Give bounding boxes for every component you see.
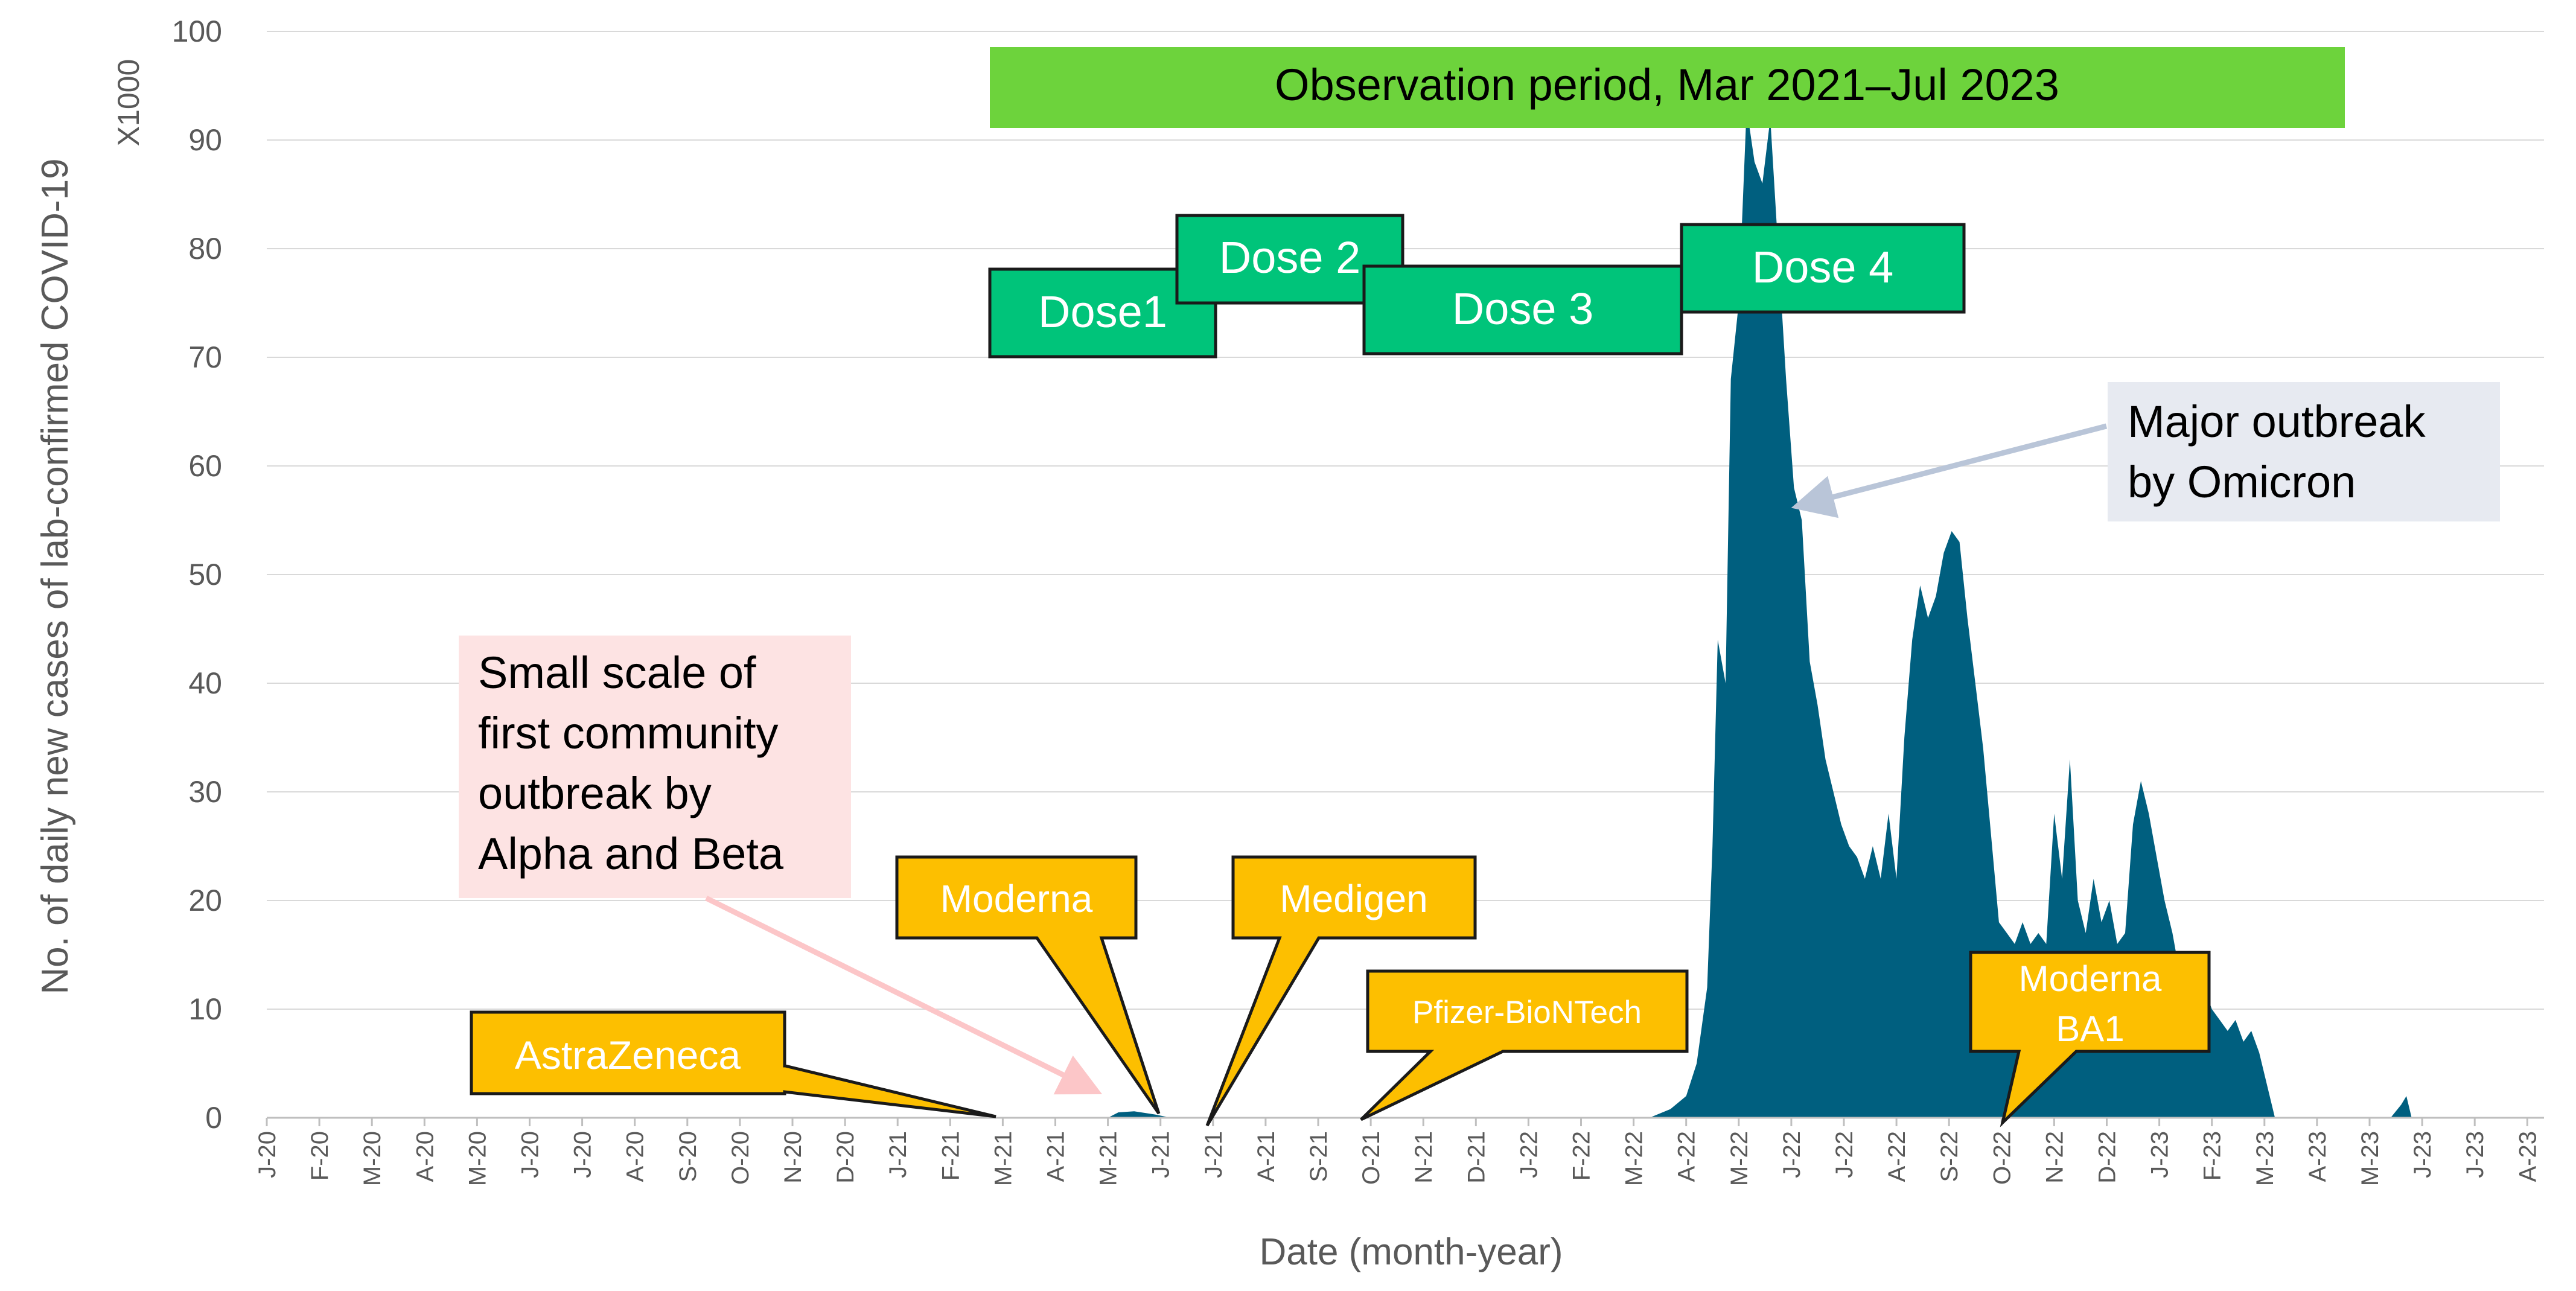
y-tick-label: 70	[188, 340, 222, 374]
moderna-ba1-line-2: BA1	[2056, 1009, 2124, 1049]
observation-label: Observation period, Mar 2021–Jul 2023	[1275, 60, 2059, 110]
dose-2-label: Dose 2	[1219, 232, 1360, 282]
alpha-line-4: Alpha and Beta	[478, 829, 784, 879]
y-tick-label: 100	[172, 14, 222, 48]
x-tick-label: J-21	[1200, 1131, 1227, 1178]
y-tick-label: 90	[188, 123, 222, 157]
moderna-ba1-line-1: Moderna	[2019, 958, 2162, 999]
alpha-line-1: Small scale of	[478, 648, 756, 698]
x-tick-label: S-20	[675, 1131, 701, 1182]
y-unit-label: X1000	[112, 59, 145, 147]
dose-4-label: Dose 4	[1752, 242, 1893, 292]
x-tick-label: A-21	[1253, 1131, 1280, 1182]
x-tick-label: N-20	[780, 1131, 806, 1184]
x-tick-label: A-20	[412, 1131, 438, 1182]
y-tick-label: 40	[188, 666, 222, 700]
dose-4-box: Dose 4	[1680, 223, 1966, 314]
x-tick-label: O-21	[1358, 1131, 1385, 1185]
x-tick-label: J-21	[1148, 1131, 1175, 1178]
x-tick-label: J-23	[2409, 1131, 2436, 1178]
dose-3-label: Dose 3	[1452, 284, 1593, 334]
x-tick-label: J-20	[254, 1131, 281, 1178]
cases-area	[267, 107, 2528, 1118]
moderna-ba1-callout: Moderna BA1	[1969, 951, 2211, 1127]
y-tick-label: 10	[188, 992, 222, 1026]
astrazeneca-callout: AstraZeneca	[470, 1010, 996, 1118]
x-tick-label: A-21	[1043, 1131, 1070, 1182]
y-tick-label: 60	[188, 449, 222, 483]
x-tick-label: M-21	[990, 1131, 1016, 1186]
y-tick-label: 0	[205, 1101, 222, 1135]
omicron-line-1: Major outbreak	[2128, 397, 2426, 447]
x-tick-label: D-20	[832, 1131, 859, 1184]
x-tick-label: A-20	[622, 1131, 649, 1182]
x-tick-label: S-22	[1936, 1131, 1963, 1182]
observation-period-box: Observation period, Mar 2021–Jul 2023	[990, 47, 2345, 128]
x-tick-label: J-21	[885, 1131, 911, 1178]
y-tick-label: 50	[188, 558, 222, 591]
x-tick-label: J-23	[2462, 1131, 2488, 1178]
alpha-beta-callout: Small scale of first community outbreak …	[459, 636, 1103, 1095]
moderna-label: Moderna	[940, 877, 1093, 920]
omicron-arrow	[1791, 423, 2108, 518]
x-tick-label: F-22	[1569, 1131, 1595, 1181]
alpha-line-2: first community	[478, 708, 779, 758]
x-tick-label: M-20	[359, 1131, 386, 1186]
x-tick-label: A-23	[2304, 1131, 2331, 1182]
x-tick-label: M-22	[1726, 1131, 1753, 1186]
y-tick-label: 20	[188, 884, 222, 917]
y-axis-title: No. of daily new cases of lab-confirmed …	[34, 158, 76, 994]
dose-1-label: Dose1	[1038, 287, 1167, 337]
x-axis-ticks: J-20 F-20 M-20 A-20 M-20 J-20 J-20 A-20 S-20 O-20…	[254, 1118, 2541, 1186]
x-tick-label: J-20	[570, 1131, 596, 1178]
dose-3-box: Dose 3	[1362, 264, 1683, 355]
x-tick-label: J-23	[2147, 1131, 2173, 1178]
x-tick-label: J-22	[1516, 1131, 1542, 1178]
x-tick-label: S-21	[1306, 1131, 1332, 1182]
x-tick-label: J-22	[1779, 1131, 1805, 1178]
pfizer-label: Pfizer-BioNTech	[1412, 995, 1642, 1030]
pfizer-callout: Pfizer-BioNTech	[1360, 969, 1689, 1121]
x-tick-label: M-22	[1621, 1131, 1648, 1186]
x-tick-label: D-22	[2094, 1131, 2121, 1184]
y-tick-label: 80	[188, 232, 222, 266]
y-tick-label: 30	[188, 775, 222, 809]
x-tick-label: A-23	[2514, 1131, 2541, 1182]
x-tick-label: M-23	[2252, 1131, 2278, 1186]
medigen-callout: Medigen	[1205, 855, 1477, 1127]
alpha-line-3: outbreak by	[478, 768, 712, 818]
x-tick-label: O-22	[1989, 1131, 2015, 1185]
y-axis-ticks: 0 10 20 30 40 50 60 70 80 90 100	[172, 14, 222, 1135]
moderna-callout: Moderna	[895, 855, 1161, 1115]
x-tick-label: N-21	[1411, 1131, 1437, 1184]
x-tick-label: M-23	[2357, 1131, 2383, 1186]
x-tick-label: M-20	[464, 1131, 491, 1186]
x-tick-label: D-21	[1463, 1131, 1490, 1184]
x-tick-label: M-21	[1095, 1131, 1122, 1186]
x-tick-label: J-22	[1831, 1131, 1858, 1178]
astrazeneca-label: AstraZeneca	[515, 1033, 741, 1077]
x-tick-label: A-22	[1884, 1131, 1910, 1182]
omicron-callout: Major outbreak by Omicron	[1791, 382, 2500, 521]
x-tick-label: F-20	[307, 1131, 333, 1181]
alpha-arrow	[705, 895, 1103, 1095]
x-tick-label: O-20	[727, 1131, 754, 1185]
x-axis-title: Date (month-year)	[1259, 1231, 1563, 1273]
x-tick-label: F-23	[2199, 1131, 2226, 1181]
medigen-label: Medigen	[1280, 877, 1428, 920]
x-tick-label: J-20	[517, 1131, 544, 1178]
x-tick-label: N-22	[2041, 1131, 2068, 1184]
x-tick-label: A-22	[1674, 1131, 1700, 1182]
omicron-line-2: by Omicron	[2128, 457, 2356, 507]
x-tick-label: F-21	[937, 1131, 964, 1181]
